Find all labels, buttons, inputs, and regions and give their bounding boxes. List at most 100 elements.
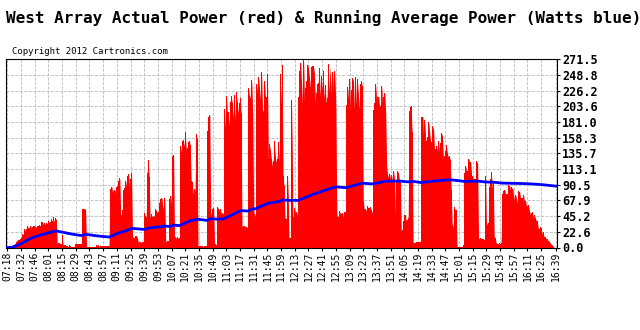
Bar: [241, 226, 243, 248]
Bar: [310, 88, 311, 248]
Bar: [58, 244, 59, 248]
Bar: [262, 110, 263, 248]
Bar: [221, 215, 222, 248]
Bar: [60, 244, 61, 248]
Bar: [388, 178, 389, 248]
Bar: [448, 157, 449, 248]
Bar: [401, 233, 402, 248]
Bar: [44, 223, 45, 248]
Bar: [280, 103, 282, 248]
Bar: [374, 103, 376, 248]
Bar: [210, 212, 211, 248]
Bar: [252, 116, 253, 248]
Bar: [428, 122, 429, 248]
Bar: [475, 179, 476, 248]
Bar: [488, 223, 489, 248]
Bar: [454, 210, 456, 248]
Bar: [504, 190, 506, 248]
Bar: [248, 88, 250, 248]
Bar: [391, 175, 392, 248]
Bar: [206, 247, 207, 248]
Bar: [357, 80, 358, 248]
Bar: [215, 244, 216, 248]
Bar: [237, 113, 239, 248]
Bar: [419, 242, 420, 248]
Bar: [268, 159, 269, 248]
Bar: [297, 216, 298, 248]
Bar: [274, 141, 275, 248]
Bar: [337, 218, 339, 248]
Bar: [20, 238, 22, 248]
Bar: [211, 217, 212, 248]
Bar: [177, 237, 178, 248]
Bar: [458, 247, 460, 248]
Bar: [320, 96, 321, 248]
Bar: [26, 229, 28, 248]
Bar: [393, 171, 394, 248]
Bar: [235, 120, 236, 248]
Bar: [166, 242, 167, 248]
Bar: [491, 172, 492, 248]
Bar: [134, 238, 135, 248]
Bar: [525, 201, 526, 248]
Bar: [19, 240, 20, 248]
Bar: [512, 189, 513, 248]
Bar: [421, 117, 422, 248]
Bar: [380, 106, 381, 248]
Bar: [171, 207, 172, 248]
Bar: [467, 171, 468, 248]
Bar: [397, 171, 398, 248]
Bar: [318, 83, 319, 248]
Bar: [481, 239, 482, 248]
Bar: [404, 215, 406, 248]
Bar: [230, 102, 231, 248]
Bar: [365, 211, 367, 248]
Bar: [489, 187, 490, 248]
Bar: [12, 246, 13, 248]
Bar: [291, 100, 292, 248]
Bar: [349, 79, 350, 248]
Bar: [342, 213, 343, 248]
Bar: [545, 239, 547, 248]
Bar: [385, 113, 386, 248]
Bar: [259, 89, 260, 248]
Bar: [538, 228, 539, 248]
Bar: [216, 245, 217, 248]
Bar: [326, 98, 328, 248]
Bar: [485, 176, 486, 248]
Bar: [40, 226, 41, 248]
Bar: [537, 221, 538, 248]
Bar: [196, 139, 198, 248]
Bar: [31, 230, 32, 248]
Bar: [263, 112, 264, 248]
Bar: [76, 245, 77, 248]
Bar: [378, 97, 380, 248]
Bar: [98, 245, 99, 248]
Bar: [438, 142, 439, 248]
Bar: [229, 125, 230, 248]
Bar: [371, 210, 372, 248]
Bar: [198, 246, 200, 248]
Bar: [394, 179, 395, 248]
Bar: [409, 112, 410, 248]
Bar: [522, 198, 523, 248]
Bar: [413, 243, 415, 248]
Bar: [80, 244, 81, 248]
Bar: [400, 183, 401, 248]
Bar: [154, 212, 156, 248]
Bar: [256, 84, 257, 248]
Bar: [213, 209, 214, 248]
Bar: [362, 86, 363, 248]
Bar: [460, 247, 461, 248]
Bar: [108, 246, 109, 248]
Bar: [234, 95, 235, 248]
Bar: [447, 153, 448, 248]
Bar: [24, 229, 26, 248]
Bar: [188, 142, 189, 248]
Bar: [144, 213, 145, 248]
Bar: [159, 203, 161, 248]
Bar: [141, 243, 142, 248]
Bar: [115, 196, 116, 248]
Bar: [465, 166, 467, 248]
Bar: [172, 155, 173, 248]
